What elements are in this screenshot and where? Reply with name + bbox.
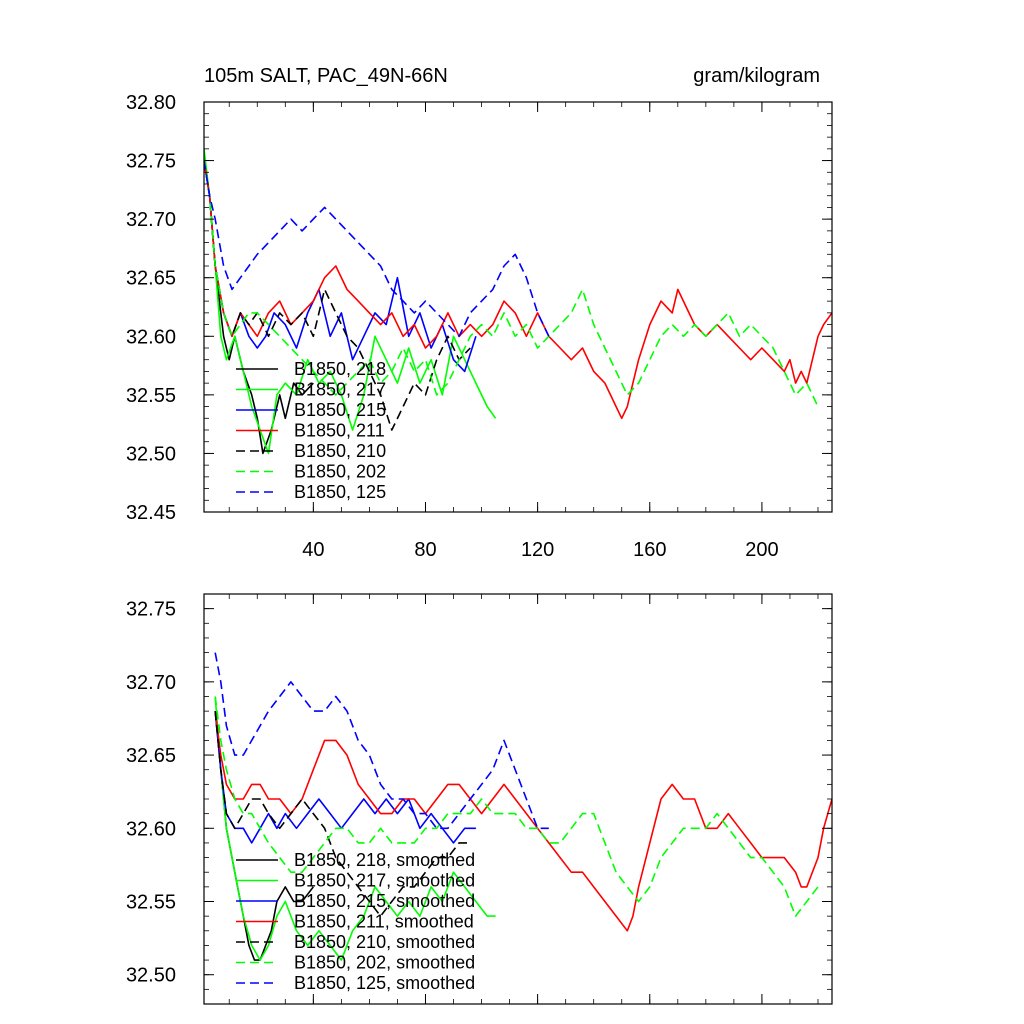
- chart-panel-1: 32.45 32.50 32.55 32.60 32.65 32.70 32.75 32.80…: [126, 92, 833, 561]
- series-line-1: [204, 160, 314, 455]
- x-tick-label: 200: [745, 539, 778, 561]
- series-group: [204, 148, 832, 455]
- series-line-5: [214, 711, 471, 917]
- x-tick-label: 40: [302, 539, 324, 561]
- series-line-3: [204, 160, 477, 373]
- legend-label: B1850, 210, smoothed: [294, 932, 475, 952]
- y-tick-label: 32.50: [126, 443, 176, 465]
- x-tick-label: 80: [414, 539, 436, 561]
- y-tick-label: 32.65: [126, 268, 176, 290]
- y-tick-label: 32.80: [126, 92, 176, 114]
- legend-label: B1850, 215: [294, 400, 386, 420]
- y-tick-label: 32.55: [126, 385, 176, 407]
- legend-label: B1850, 210: [294, 441, 386, 461]
- y-tick-label: 32.70: [126, 672, 176, 694]
- y-tick-label: 32.45: [126, 502, 176, 524]
- series-line-5: [204, 160, 471, 431]
- series-line-7: [204, 160, 550, 338]
- legend-label: B1850, 125: [294, 482, 386, 502]
- series-line-7: [214, 652, 549, 830]
- plot-frame: [203, 101, 833, 513]
- y-tick-label: 32.60: [126, 818, 176, 840]
- legend-label: B1850, 217: [294, 380, 386, 400]
- chart-title: 105m SALT, PAC_49N-66N: [204, 65, 448, 87]
- legend-label: B1850, 218: [294, 359, 386, 379]
- y-tick-label: 32.75: [126, 599, 176, 621]
- x-tick-label: 160: [633, 539, 666, 561]
- series-line-6: [214, 696, 819, 917]
- y-tick-label: 32.65: [126, 745, 176, 767]
- series-line-4: [214, 710, 832, 932]
- chart-units-label: gram/kilogram: [693, 65, 820, 87]
- series-line-2: [214, 696, 496, 961]
- y-tick-label: 32.55: [126, 892, 176, 914]
- x-tick-label: 120: [521, 539, 554, 561]
- series-line-3: [214, 711, 476, 844]
- y-tick-label: 32.50: [126, 965, 176, 987]
- y-tick-label: 32.75: [126, 151, 176, 173]
- y-tick-label: 32.60: [126, 326, 176, 348]
- legend-label: B1850, 125, smoothed: [294, 973, 475, 993]
- legend-label: B1850, 211, smoothed: [294, 912, 474, 932]
- legend-label: B1850, 218, smoothed: [294, 850, 475, 870]
- legend-label: B1850, 215, smoothed: [294, 891, 475, 911]
- series-group: [214, 652, 832, 961]
- legend-label: B1850, 211: [294, 421, 385, 441]
- chart-panel-2: 32.50 32.55 32.60 32.65 32.70 32.75 B1850, 218…: [126, 593, 833, 1005]
- series-line-2: [204, 148, 497, 455]
- legend-label: B1850, 217, smoothed: [294, 871, 475, 891]
- legend-label: B1850, 202, smoothed: [294, 953, 475, 973]
- series-line-6: [204, 160, 819, 407]
- legend-label: B1850, 202: [294, 462, 386, 482]
- y-tick-label: 32.70: [126, 209, 176, 231]
